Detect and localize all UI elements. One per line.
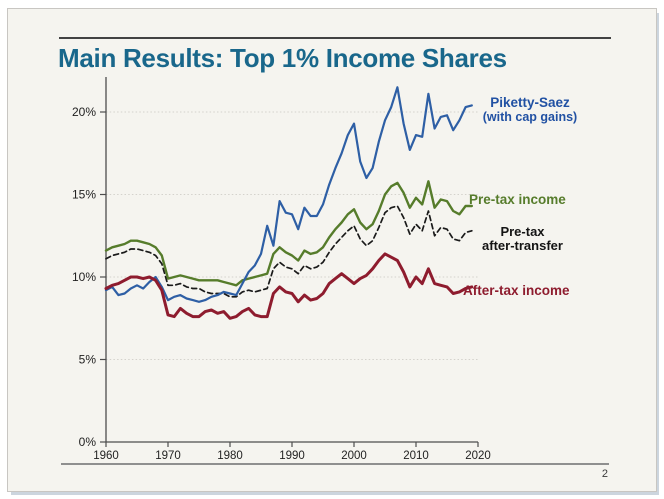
y-tick-label: 20% <box>72 105 96 119</box>
legend-pretax-after-transfer-line1: Pre-tax <box>500 224 545 239</box>
title-top-rule <box>59 37 611 39</box>
y-tick-label: 5% <box>79 353 97 367</box>
x-tick-label: 1960 <box>93 450 119 462</box>
y-tick-label: 15% <box>72 188 96 202</box>
y-tick-label: 10% <box>72 270 96 284</box>
page-number: 2 <box>601 468 608 480</box>
series-line-pretax-income <box>104 180 473 287</box>
x-tick-label: 2020 <box>465 450 491 462</box>
x-tick-label: 1970 <box>155 450 181 462</box>
line-chart: 1960 1970 1980 1990 2000 2010 2020 0% 5% 10% 15% 20… <box>72 77 491 462</box>
legend-piketty-saez-line1: Piketty-Saez <box>490 95 570 110</box>
legend-pretax-after-transfer-line2: after-transfer <box>482 238 563 253</box>
legend-piketty-saez-line2: (with cap gains) <box>482 110 578 124</box>
x-tick-label: 2000 <box>341 450 367 462</box>
series-line-pretax-after-transfer <box>105 205 473 298</box>
legend-pretax-income: Pre-tax income <box>469 192 566 207</box>
slide: Main Results: Top 1% Income Shares 1960 1… <box>7 8 657 492</box>
y-tick-label: 0% <box>79 435 97 449</box>
series-line-after-tax-income <box>104 252 474 320</box>
legend-piketty-saez: Piketty-Saez (with cap gains) <box>460 95 600 125</box>
legend-after-tax-income: After-tax income <box>463 283 570 298</box>
x-tick-label: 1980 <box>217 450 243 462</box>
x-tick-label: 2010 <box>403 450 429 462</box>
legend-pretax-after-transfer: Pre-tax after-transfer <box>460 225 585 253</box>
page-title: Main Results: Top 1% Income Shares <box>58 43 507 73</box>
footer-rule <box>61 463 609 465</box>
x-tick-label: 1990 <box>279 450 305 462</box>
series-line-piketty-saez <box>104 86 473 303</box>
